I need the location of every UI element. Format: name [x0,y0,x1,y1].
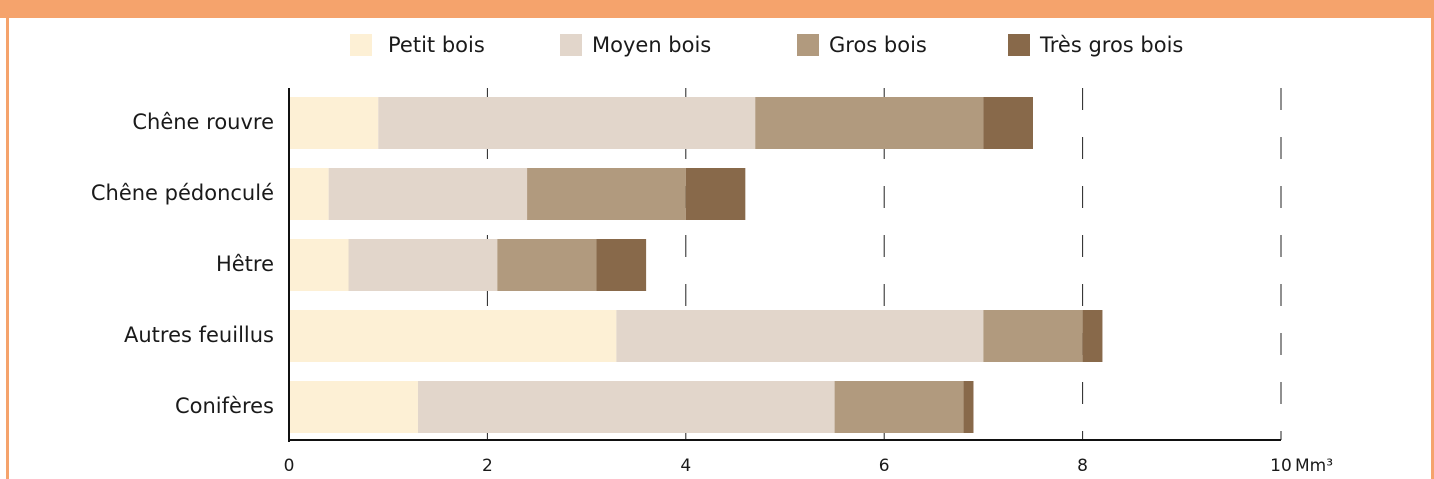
bar-segment [834,381,964,433]
bar-segment [328,168,528,220]
legend-label: Très gros bois [1039,33,1183,57]
y-tick-label: Chêne pédonculé [91,181,274,205]
y-tick-label: Autres feuillus [124,323,274,347]
bar-segment [348,239,498,291]
bar-segment [685,168,746,220]
header-band [0,0,1434,18]
legend-label: Petit bois [388,33,485,57]
x-tick-label: 6 [879,456,890,476]
bar-segment [417,381,835,433]
legend-swatch [350,34,372,56]
bar-segment [289,168,329,220]
y-tick-label: Conifères [175,394,274,418]
bar-segment [1082,310,1103,362]
y-tick-label: Hêtre [216,252,274,276]
legend-swatch [560,34,582,56]
x-tick-label: 4 [680,456,691,476]
bar-segment [289,97,379,149]
legend-label: Moyen bois [592,33,711,57]
x-axis-unit: Mm³ [1295,456,1333,476]
bar-segment [289,239,349,291]
bar-segment [963,381,974,433]
x-tick-label: 0 [284,456,295,476]
bar-segment [596,239,647,291]
bar-segment [378,97,756,149]
frame-right [1431,0,1434,479]
bar-segment [755,97,984,149]
bar-segment [289,310,617,362]
x-tick-label: 10 [1270,456,1292,476]
x-tick-label: 8 [1077,456,1088,476]
bar-segment [983,310,1083,362]
x-tick-label: 2 [482,456,493,476]
bar-segment [527,168,686,220]
bar-segment [616,310,984,362]
legend-swatch [797,34,819,56]
legend-swatch [1008,34,1030,56]
bar-segment [497,239,597,291]
legend-label: Gros bois [829,33,927,57]
bar-segment [983,97,1033,149]
frame-left [6,0,9,479]
y-tick-label: Chêne rouvre [132,110,274,134]
bar-segment [289,381,418,433]
